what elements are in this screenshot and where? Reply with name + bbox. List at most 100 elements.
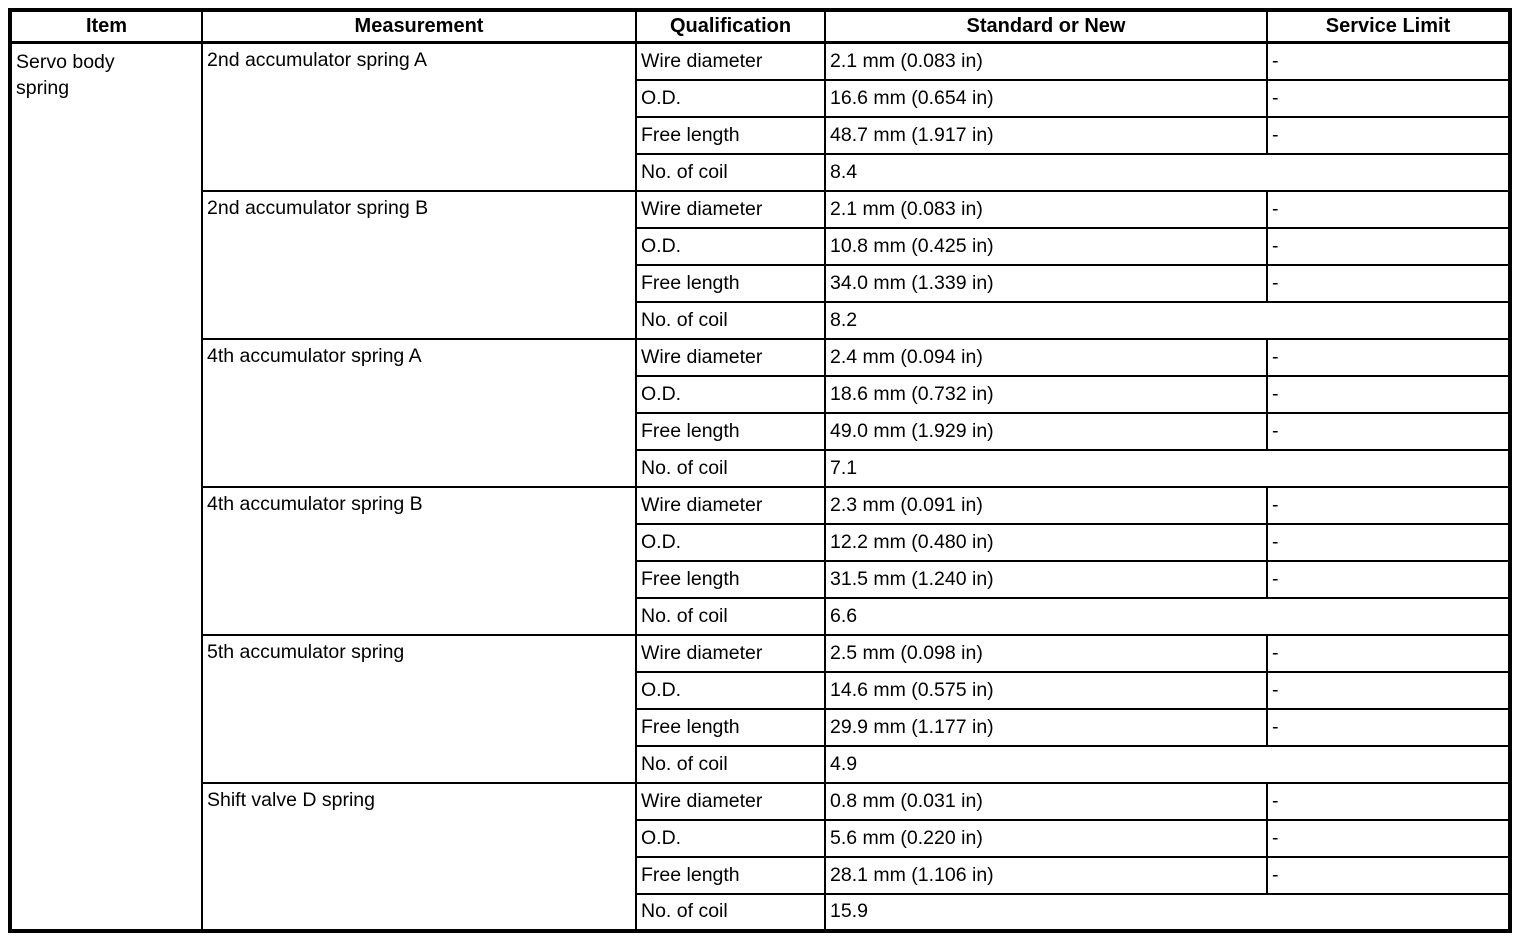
standard-or-new-cell: 6.6 <box>824 596 1511 636</box>
qualification-cell: No. of coil <box>635 448 826 488</box>
service-limit-cell: - <box>1266 633 1511 673</box>
table-row: No. of coil 4.9 <box>10 744 1511 784</box>
table-row: 4th accumulator spring B Wire diameter 2.3… <box>10 485 1511 636</box>
standard-or-new-cell: 16.6 mm (0.654 in) <box>824 78 1268 118</box>
col-header-standard-or-new: Standard or New <box>824 9 1268 44</box>
table-row: No. of coil 8.4 <box>10 152 1511 192</box>
standard-or-new-cell: 34.0 mm (1.339 in) <box>824 263 1268 303</box>
col-header-service-limit: Service Limit <box>1266 9 1511 44</box>
table-row: Free length 34.0 mm (1.339 in) - <box>10 263 1511 303</box>
qualification-cell: Wire diameter <box>635 189 826 229</box>
service-limit-cell: - <box>1266 818 1511 858</box>
standard-or-new-cell: 2.5 mm (0.098 in) <box>824 633 1268 673</box>
table-row: Free length 31.5 mm (1.240 in) - <box>10 559 1511 599</box>
item-cell: Servo body spring <box>9 41 203 932</box>
qualification-cell: Wire diameter <box>635 781 826 821</box>
qualification-cell: O.D. <box>635 226 826 266</box>
standard-or-new-cell: 18.6 mm (0.732 in) <box>824 374 1268 414</box>
header-row: Item Measurement Qualification Standard … <box>9 9 1511 44</box>
table-row: 4th accumulator spring A Wire diameter 2.4… <box>10 337 1511 488</box>
service-limit-cell: - <box>1266 670 1511 710</box>
table-row: Shift valve D spring Wire diameter 0.8 mm … <box>10 781 1511 932</box>
qualification-cell: Free length <box>635 115 826 155</box>
qualification-cell: Wire diameter <box>635 41 826 81</box>
table-row: O.D. 18.6 mm (0.732 in) - <box>10 374 1511 414</box>
table-row: Free length 28.1 mm (1.106 in) - <box>10 855 1511 895</box>
service-limit-cell: - <box>1266 411 1511 451</box>
standard-or-new-cell: 28.1 mm (1.106 in) <box>824 855 1268 895</box>
measurement-cell: Shift valve D spring <box>201 781 637 932</box>
qualification-cell: Free length <box>635 263 826 303</box>
table-row: No. of coil 6.6 <box>10 596 1511 636</box>
qualification-cell: Wire diameter <box>635 337 826 377</box>
standard-or-new-cell: 48.7 mm (1.917 in) <box>824 115 1268 155</box>
qualification-cell: No. of coil <box>635 892 826 932</box>
qualification-cell: No. of coil <box>635 152 826 192</box>
table-row: No. of coil 7.1 <box>10 448 1511 488</box>
standard-or-new-cell: 7.1 <box>824 448 1511 488</box>
service-limit-cell: - <box>1266 522 1511 562</box>
service-limit-cell: - <box>1266 781 1511 821</box>
table-row: Servo body spring 2nd accumulator spring … <box>9 41 1511 932</box>
service-limit-cell: - <box>1266 78 1511 118</box>
qualification-cell: No. of coil <box>635 300 826 340</box>
standard-or-new-cell: 8.4 <box>824 152 1511 192</box>
col-header-qualification: Qualification <box>635 9 826 44</box>
table-row: O.D. 16.6 mm (0.654 in) - <box>10 78 1511 118</box>
service-limit-cell: - <box>1266 337 1511 377</box>
qualification-cell: O.D. <box>635 818 826 858</box>
qualification-cell: O.D. <box>635 374 826 414</box>
qualification-cell: Free length <box>635 855 826 895</box>
measurement-cell: 4th accumulator spring A <box>201 337 637 488</box>
qualification-cell: O.D. <box>635 78 826 118</box>
qualification-cell: No. of coil <box>635 744 826 784</box>
qualification-cell: O.D. <box>635 522 826 562</box>
table-row: Free length 29.9 mm (1.177 in) - <box>10 707 1511 747</box>
table-row: 2nd accumulator spring B Wire diameter 2.1… <box>10 189 1511 340</box>
standard-or-new-cell: 8.2 <box>824 300 1511 340</box>
table-row: Free length 49.0 mm (1.929 in) - <box>10 411 1511 451</box>
qualification-cell: Free length <box>635 559 826 599</box>
standard-or-new-cell: 49.0 mm (1.929 in) <box>824 411 1268 451</box>
measurement-cell: 4th accumulator spring B <box>201 485 637 636</box>
standard-or-new-cell: 2.1 mm (0.083 in) <box>824 189 1268 229</box>
table-row: O.D. 14.6 mm (0.575 in) - <box>10 670 1511 710</box>
standard-or-new-cell: 5.6 mm (0.220 in) <box>824 818 1268 858</box>
measurement-cell: 5th accumulator spring <box>201 633 637 784</box>
standard-or-new-cell: 0.8 mm (0.031 in) <box>824 781 1268 821</box>
qualification-cell: O.D. <box>635 670 826 710</box>
service-limit-cell: - <box>1266 41 1511 81</box>
measurement-cell: 2nd accumulator spring A <box>201 41 637 192</box>
measurement-cell: 2nd accumulator spring B <box>201 189 637 340</box>
service-limit-cell: - <box>1266 226 1511 266</box>
standard-or-new-cell: 2.3 mm (0.091 in) <box>824 485 1268 525</box>
service-limit-cell: - <box>1266 855 1511 895</box>
qualification-cell: Free length <box>635 411 826 451</box>
standard-or-new-cell: 4.9 <box>824 744 1511 784</box>
service-limit-cell: - <box>1266 263 1511 303</box>
table-row: No. of coil 15.9 <box>10 892 1511 932</box>
standard-or-new-cell: 15.9 <box>824 892 1511 932</box>
qualification-cell: Free length <box>635 707 826 747</box>
table-row: 5th accumulator spring Wire diameter 2.5 m… <box>10 633 1511 784</box>
standard-or-new-cell: 10.8 mm (0.425 in) <box>824 226 1268 266</box>
service-limit-cell: - <box>1266 707 1511 747</box>
service-limit-cell: - <box>1266 115 1511 155</box>
table-row: O.D. 5.6 mm (0.220 in) - <box>10 818 1511 858</box>
standard-or-new-cell: 12.2 mm (0.480 in) <box>824 522 1268 562</box>
table-row: O.D. 12.2 mm (0.480 in) - <box>10 522 1511 562</box>
service-limit-cell: - <box>1266 189 1511 229</box>
spring-spec-table: Item Measurement Qualification Standard … <box>8 8 1512 933</box>
item-label: Servo body spring <box>16 51 115 100</box>
col-header-item: Item <box>9 9 203 44</box>
table-row: O.D. 10.8 mm (0.425 in) - <box>10 226 1511 266</box>
standard-or-new-cell: 2.1 mm (0.083 in) <box>824 41 1268 81</box>
table-row: Free length 48.7 mm (1.917 in) - <box>10 115 1511 155</box>
service-limit-cell: - <box>1266 559 1511 599</box>
qualification-cell: Wire diameter <box>635 485 826 525</box>
qualification-cell: Wire diameter <box>635 633 826 673</box>
col-header-measurement: Measurement <box>201 9 637 44</box>
standard-or-new-cell: 31.5 mm (1.240 in) <box>824 559 1268 599</box>
table-row: No. of coil 8.2 <box>10 300 1511 340</box>
